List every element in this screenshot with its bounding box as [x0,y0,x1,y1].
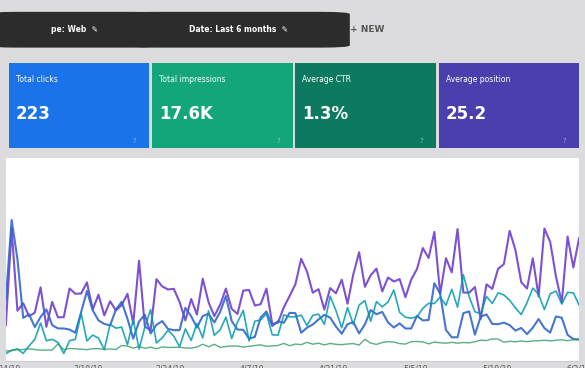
FancyBboxPatch shape [126,12,350,47]
Text: ?: ? [276,138,280,144]
Text: ?: ? [563,138,567,144]
FancyBboxPatch shape [0,12,161,47]
Text: Average position: Average position [446,75,510,84]
Text: 223: 223 [16,106,50,124]
Text: + NEW: + NEW [350,25,384,34]
Text: ?: ? [133,138,137,144]
FancyBboxPatch shape [439,63,579,148]
Text: Total clicks: Total clicks [16,75,57,84]
Text: 1.3%: 1.3% [302,106,349,124]
FancyBboxPatch shape [9,63,149,148]
Text: pe: Web  ✎: pe: Web ✎ [51,25,98,34]
FancyBboxPatch shape [295,63,436,148]
FancyBboxPatch shape [152,63,292,148]
Text: ?: ? [419,138,424,144]
Text: Date: Last 6 months  ✎: Date: Last 6 months ✎ [188,25,288,34]
Text: Average CTR: Average CTR [302,75,351,84]
Text: 17.6K: 17.6K [159,106,213,124]
Text: Total impressions: Total impressions [159,75,225,84]
Text: 25.2: 25.2 [446,106,487,124]
